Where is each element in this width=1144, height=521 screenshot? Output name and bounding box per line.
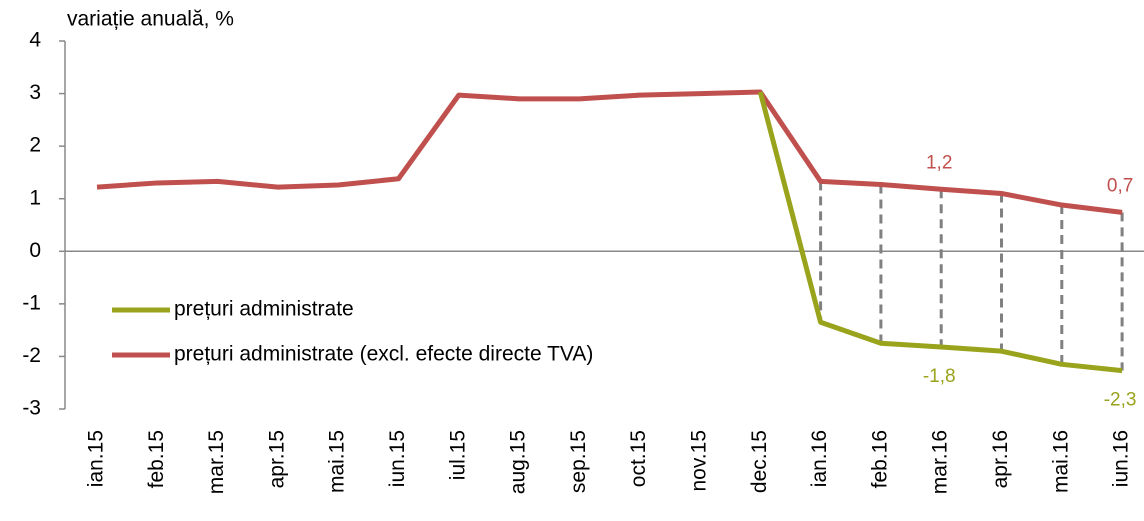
y-tick-label: -3 — [22, 397, 41, 420]
legend-label: prețuri administrate (excl. efecte direc… — [174, 343, 593, 366]
series-line — [757, 91, 1123, 374]
x-tick-label: iun.15 — [386, 430, 409, 487]
x-tick-label: mai.16 — [1049, 430, 1072, 493]
data-label: -1,8 — [923, 366, 956, 387]
data-label: 1,2 — [926, 152, 952, 173]
y-tick-label: 2 — [29, 134, 41, 157]
x-tick-label: feb.16 — [868, 430, 891, 488]
x-tick-label: aug.15 — [507, 430, 530, 494]
x-tick-label: mai.15 — [326, 430, 349, 493]
y-tick-label: 0 — [29, 239, 41, 262]
x-tick-label: oct.15 — [627, 430, 650, 487]
x-tick-label: apr.15 — [265, 430, 288, 488]
data-label: -2,3 — [1104, 390, 1137, 411]
y-tick-label: -1 — [22, 291, 41, 314]
legend-label: prețuri administrate — [174, 298, 354, 321]
y-tick-label: 3 — [29, 81, 41, 104]
data-label: 0,7 — [1107, 175, 1133, 196]
x-tick-label: ian.16 — [808, 430, 831, 487]
y-tick-label: -2 — [22, 344, 41, 367]
x-tick-label: mar.15 — [205, 430, 228, 494]
chart-title: variație anuală, % — [67, 8, 234, 31]
x-tick-label: nov.15 — [688, 430, 711, 492]
x-tick-label: mar.16 — [929, 430, 952, 494]
x-tick-label: dec.15 — [748, 430, 771, 493]
x-tick-label: feb.15 — [145, 430, 168, 488]
x-tick-label: iul.15 — [446, 430, 469, 480]
y-tick-label: 4 — [29, 29, 41, 52]
x-tick-label: sep.15 — [567, 430, 590, 493]
x-tick-label: iun.16 — [1110, 430, 1133, 487]
x-tick-label: ian.15 — [85, 430, 108, 487]
x-tick-label: apr.16 — [989, 430, 1012, 488]
y-tick-label: 1 — [29, 186, 41, 209]
series-line — [96, 89, 1123, 215]
